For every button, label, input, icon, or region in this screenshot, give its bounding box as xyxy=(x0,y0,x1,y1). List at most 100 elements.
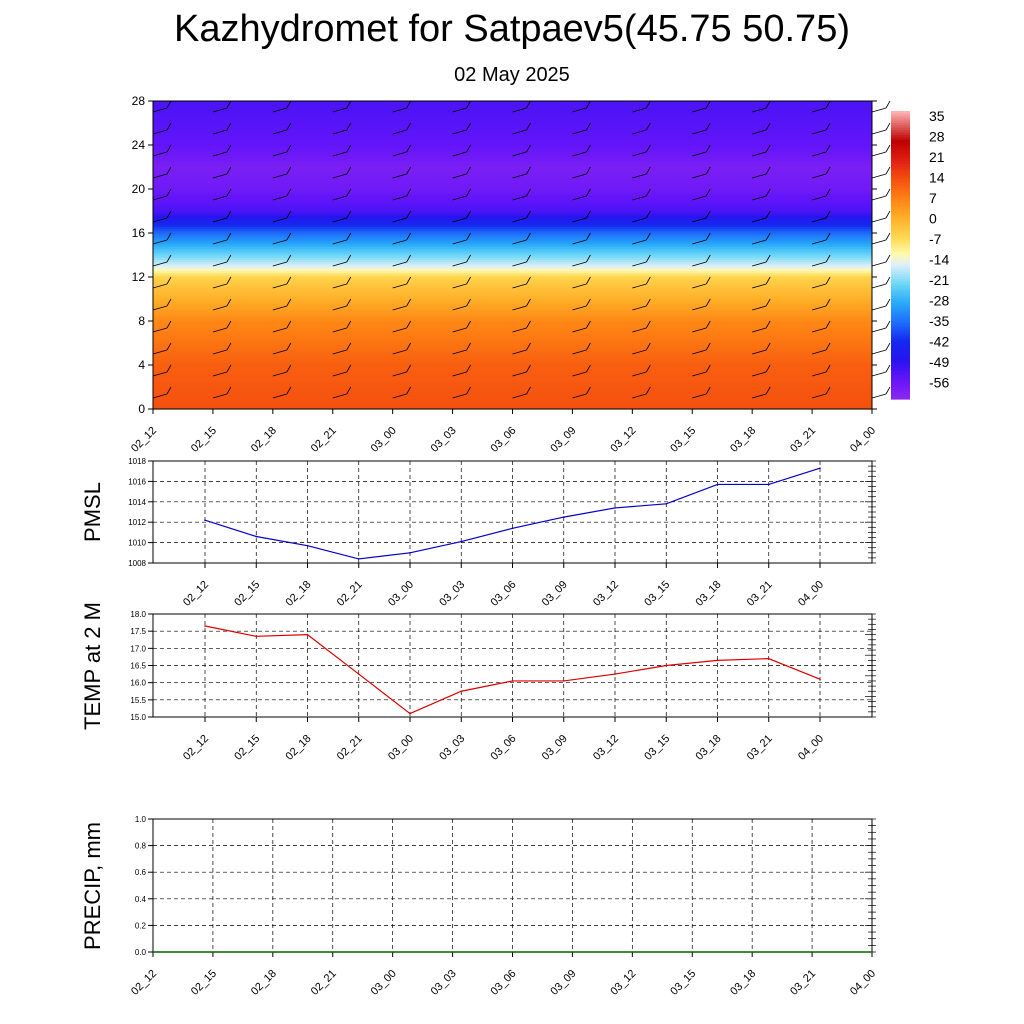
data-point xyxy=(665,664,668,667)
wind-barb xyxy=(871,261,887,267)
heatmap-band xyxy=(153,288,872,291)
wind-barb xyxy=(406,144,412,153)
x-tick-label: 02_21 xyxy=(335,733,365,763)
wind-barb xyxy=(166,188,172,197)
wind-barb xyxy=(272,217,287,223)
wind-barb xyxy=(272,349,287,355)
wind-barb xyxy=(226,386,232,395)
heatmap-band xyxy=(153,233,872,236)
wind-barb xyxy=(586,342,591,351)
x-tick-label: 02_15 xyxy=(232,579,262,609)
heatmap-band xyxy=(153,204,872,208)
wind-barb xyxy=(466,100,471,109)
y-tick-label: 1010 xyxy=(128,539,146,548)
wind-barb xyxy=(825,210,831,219)
colorbar-swatch xyxy=(891,262,910,266)
wind-barb xyxy=(586,320,591,329)
wind-barb xyxy=(406,166,412,175)
wind-barb xyxy=(272,371,287,377)
heatmap-band xyxy=(153,239,872,243)
heatmap-band xyxy=(153,294,872,298)
heatmap-band xyxy=(153,382,872,386)
wind-barb xyxy=(692,371,707,377)
wind-barb xyxy=(512,151,527,157)
wind-barb xyxy=(705,298,711,307)
heatmap-band xyxy=(153,329,872,333)
heatmap-band xyxy=(153,208,872,212)
wind-barb xyxy=(572,327,587,333)
x-tick-label: 03_15 xyxy=(668,425,698,455)
wind-barb xyxy=(705,342,711,351)
wind-barb xyxy=(272,129,287,135)
wind-barb xyxy=(645,276,651,285)
colorbar-swatch xyxy=(891,185,910,189)
colorbar-swatch xyxy=(891,168,910,172)
wind-barb xyxy=(286,342,292,351)
heatmap-band xyxy=(153,283,872,287)
wind-barb xyxy=(632,151,647,157)
wind-barb xyxy=(645,232,651,241)
wind-barb xyxy=(466,210,471,219)
colorbar-swatch xyxy=(891,281,910,285)
colorbar-swatch xyxy=(891,322,910,326)
heatmap-band xyxy=(153,307,872,311)
wind-barb xyxy=(705,254,711,263)
colorbar-swatch xyxy=(891,269,910,273)
wind-barb xyxy=(212,151,228,157)
wind-barb xyxy=(466,276,471,285)
wind-barb xyxy=(212,283,228,289)
colorbar-swatch xyxy=(891,156,910,160)
wind-barb xyxy=(286,100,292,109)
wind-barb xyxy=(811,151,827,157)
wind-barb xyxy=(871,283,887,289)
y-tick-label: 18.0 xyxy=(130,610,146,619)
wind-barb xyxy=(871,349,887,355)
data-point xyxy=(716,659,719,662)
wind-barb xyxy=(572,305,587,311)
x-tick-label: 03_03 xyxy=(429,968,459,998)
heatmap-band xyxy=(153,325,872,329)
wind-barb xyxy=(286,188,292,197)
heatmap-band xyxy=(153,134,872,137)
colorbar-swatch xyxy=(891,163,910,167)
colorbar-swatch xyxy=(891,115,910,119)
wind-barb xyxy=(332,195,347,201)
heatmap-band xyxy=(153,384,872,388)
heatmap-band xyxy=(153,125,872,128)
wind-barb xyxy=(452,173,467,179)
colorbar-label: 21 xyxy=(929,149,945,165)
chart-subtitle: 02 May 2025 xyxy=(454,64,570,86)
wind-barb xyxy=(152,173,168,179)
wind-barb xyxy=(752,151,767,157)
wind-barb xyxy=(692,283,707,289)
heatmap-band xyxy=(153,178,872,181)
wind-barb xyxy=(226,320,232,329)
wind-barb xyxy=(466,254,471,263)
colorbar-swatch xyxy=(891,228,910,232)
wind-barb xyxy=(765,276,771,285)
wind-barb xyxy=(885,166,891,175)
wind-barb xyxy=(572,129,587,135)
x-tick-label: 03_12 xyxy=(591,733,621,763)
cross-section-plot: 0 4 8 12 16 20 24 28 02_12 02_15 02_18 02_21 03_00 03… xyxy=(129,94,891,455)
wind-barb xyxy=(752,217,767,223)
x-tick-label: 03_21 xyxy=(745,579,775,609)
y-tick-label: 0.0 xyxy=(135,948,147,957)
wind-barb xyxy=(526,188,531,197)
wind-barb xyxy=(152,283,168,289)
heatmap-band xyxy=(153,281,872,285)
wind-barb xyxy=(632,129,647,135)
wind-barb xyxy=(572,393,587,399)
data-point xyxy=(306,633,309,636)
heatmap-band xyxy=(153,268,872,271)
wind-barb xyxy=(692,173,707,179)
heatmap-band xyxy=(153,257,872,260)
colorbar-swatch xyxy=(891,202,910,206)
wind-barb xyxy=(346,166,352,175)
y-axis-label: PRECIP, mm xyxy=(80,822,105,950)
colorbar-swatch xyxy=(891,372,910,376)
data-point xyxy=(204,625,206,627)
colorbar-swatch xyxy=(891,183,910,186)
colorbar-swatch xyxy=(891,123,910,126)
